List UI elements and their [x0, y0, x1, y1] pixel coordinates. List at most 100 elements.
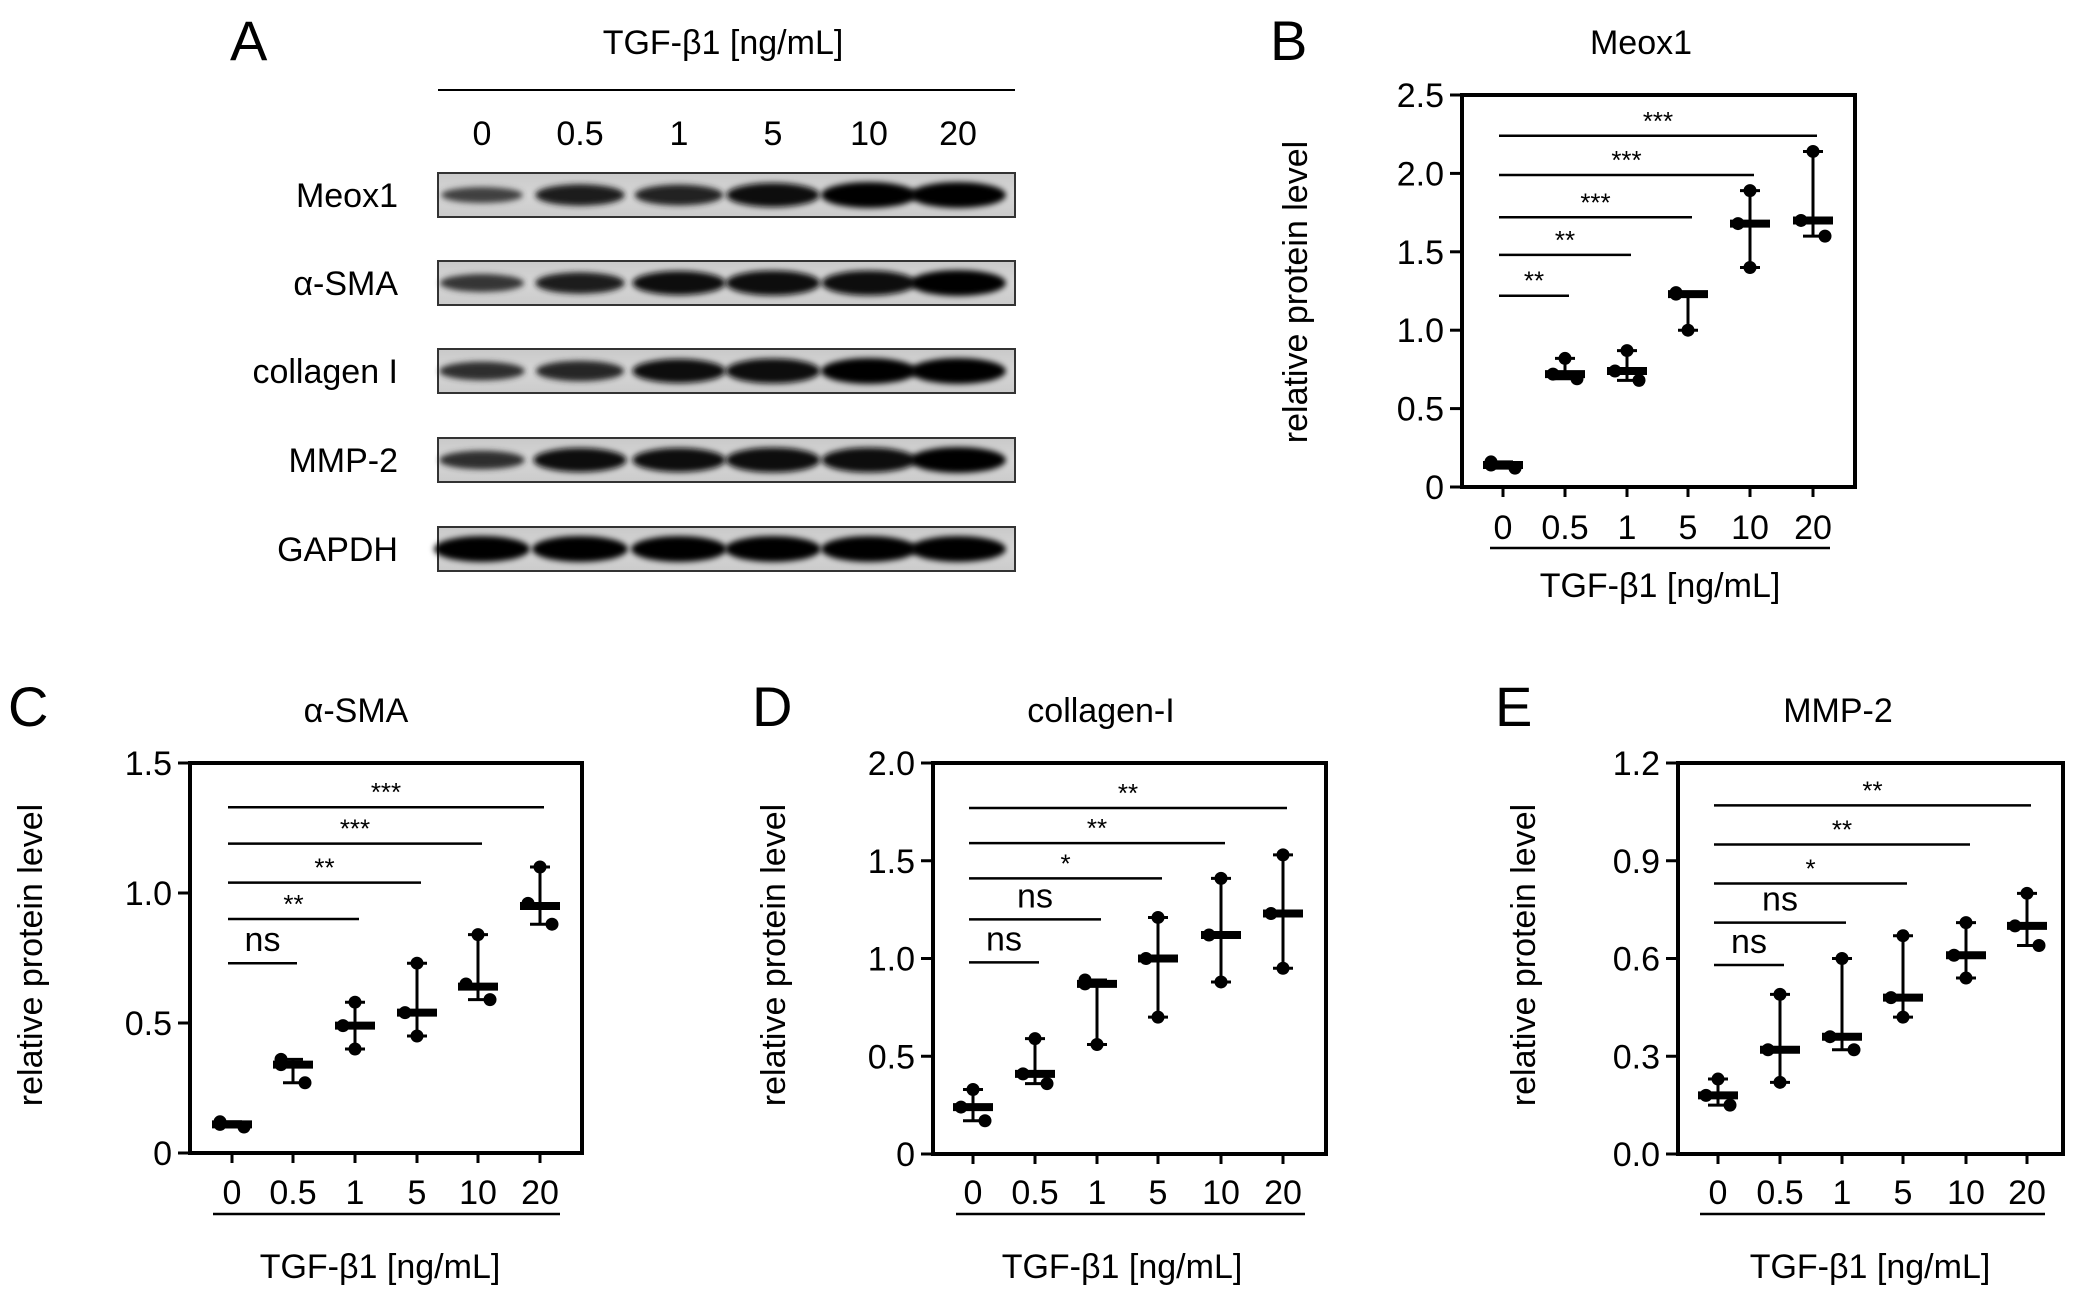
data-point — [398, 1006, 412, 1020]
significance-label: ** — [1832, 814, 1852, 844]
y-tick-label: 0.9 — [1613, 843, 1660, 881]
data-point — [1016, 1067, 1030, 1081]
data-point — [1773, 1075, 1787, 1089]
lane-label: 1 — [670, 115, 689, 153]
significance-label: ** — [1118, 778, 1138, 808]
x-tick-label: 0 — [1494, 509, 1513, 547]
x-tick-label: 0 — [223, 1174, 242, 1212]
significance-label: ns — [1017, 877, 1053, 915]
data-point — [459, 977, 473, 991]
data-point — [1835, 952, 1849, 965]
data-group — [212, 1115, 252, 1134]
data-point — [237, 1120, 251, 1134]
x-tick-label: 0.5 — [1011, 1174, 1058, 1212]
data-group — [953, 1082, 993, 1128]
panel-e-chart: E MMP-2 relative protein level 0.0 0.3 0.6 0.9… — [1495, 675, 2065, 1286]
panel-letter-a: A — [230, 9, 268, 72]
data-point — [978, 1114, 992, 1128]
x-tick-label: 10 — [1731, 509, 1769, 547]
panel-letter-b: B — [1270, 9, 1307, 72]
data-group — [1946, 916, 1986, 985]
data-group — [1793, 144, 1833, 243]
x-tick-label: 5 — [408, 1174, 427, 1212]
blot-row-label: MMP-2 — [288, 442, 398, 480]
significance-label: ns — [1731, 923, 1767, 961]
significance-label: ** — [1524, 266, 1544, 296]
blot-band — [910, 536, 1006, 562]
data-point — [1959, 971, 1973, 985]
x-tick-label: 5 — [1149, 1174, 1168, 1212]
blot-row-label: collagen I — [252, 353, 398, 391]
y-tick-label: 0.5 — [125, 1005, 172, 1043]
data-group — [1730, 184, 1770, 274]
lane-label: 10 — [850, 115, 888, 153]
blot-band — [821, 358, 917, 384]
y-tick-label: 2.5 — [1397, 77, 1444, 115]
blot-band — [535, 272, 625, 294]
data-group — [1015, 1032, 1055, 1091]
x-tick-label: 10 — [1947, 1174, 1985, 1212]
x-axis-label: TGF-β1 [ng/mL] — [1002, 1248, 1243, 1286]
data-point — [1884, 991, 1898, 1005]
axes-frame — [931, 761, 1328, 1156]
y-tick-label: 2.0 — [1397, 155, 1444, 193]
lane-label: 0.5 — [556, 115, 603, 153]
lane-label: 5 — [764, 115, 783, 153]
y-tick-label: 0.5 — [1397, 391, 1444, 429]
y-axis-label: relative protein level — [12, 804, 50, 1106]
data-point — [1264, 907, 1278, 921]
x-tick-label: 20 — [1264, 1174, 1302, 1212]
blot-band — [821, 447, 917, 473]
data-point — [213, 1117, 227, 1131]
blot-band — [910, 270, 1006, 296]
y-tick-label: 1.5 — [125, 745, 172, 783]
blot-band — [535, 360, 625, 382]
panel-letter-e: E — [1495, 675, 1532, 738]
data-point — [1731, 217, 1745, 231]
data-group — [1201, 871, 1241, 989]
data-point — [1078, 977, 1092, 991]
data-point — [1896, 929, 1910, 943]
data-group — [1263, 848, 1303, 975]
data-group — [1607, 344, 1647, 387]
data-point — [1040, 1077, 1054, 1091]
x-tick-label: 10 — [1202, 1174, 1240, 1212]
lane-labels: 0 0.5 1 5 10 20 — [473, 115, 977, 153]
blot-row: MMP-2 — [288, 437, 1016, 483]
x-tick-label: 5 — [1679, 509, 1698, 547]
data-point — [1151, 910, 1165, 924]
blot-band — [821, 182, 917, 208]
blot-row: Meox1 — [296, 172, 1016, 218]
chart-title: Meox1 — [1590, 24, 1692, 62]
data-point — [1214, 975, 1228, 989]
data-point — [1794, 213, 1808, 227]
blot-band — [910, 447, 1006, 473]
blot-band — [910, 182, 1006, 208]
blot-band — [434, 536, 530, 562]
significance-label: * — [1060, 848, 1070, 878]
y-tick-label: 0.5 — [868, 1038, 915, 1076]
blot-band — [725, 536, 821, 562]
data-point — [2008, 919, 2022, 933]
lane-label: 20 — [939, 115, 977, 153]
blot-band — [632, 447, 726, 473]
data-point — [1508, 461, 1522, 475]
blot-band — [439, 450, 525, 470]
data-point — [1276, 961, 1290, 975]
data-point — [1947, 948, 1961, 962]
chart-title: MMP-2 — [1783, 692, 1893, 730]
data-point — [1818, 229, 1832, 243]
blot-band — [910, 358, 1006, 384]
data-group — [1822, 952, 1862, 1057]
data-point — [545, 917, 559, 931]
significance-label: ** — [283, 889, 303, 919]
y-tick-label: 1.0 — [868, 941, 915, 979]
data-group — [2007, 886, 2047, 952]
data-point — [1669, 287, 1683, 301]
data-group — [1483, 455, 1523, 475]
data-point — [1276, 848, 1290, 862]
blot-row-label: α-SMA — [293, 265, 398, 303]
